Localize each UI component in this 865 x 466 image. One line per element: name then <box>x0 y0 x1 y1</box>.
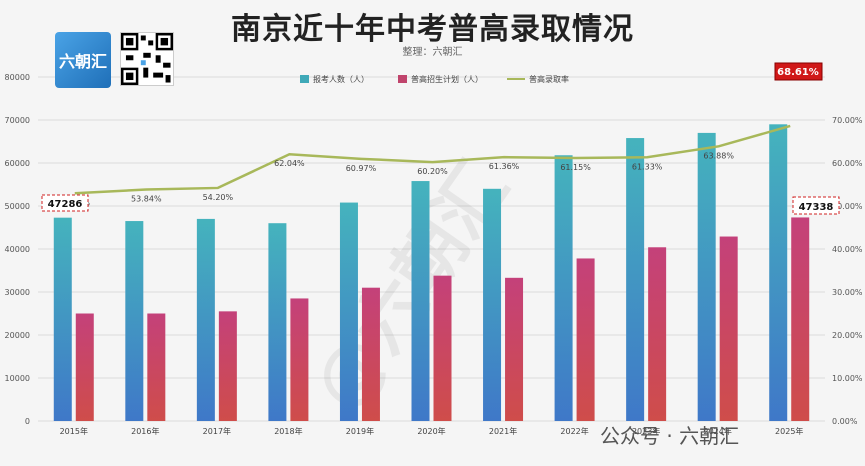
rate-data-label: 60.20% <box>417 167 448 176</box>
rate-data-label: 62.04% <box>274 159 305 168</box>
bar-enrollment-plan <box>433 275 452 421</box>
corner-watermark: 公众号 · 六朝汇 <box>600 424 740 448</box>
y-right-tick-label: 60.00% <box>832 159 863 168</box>
bar-applicants <box>626 138 645 421</box>
bar-enrollment-plan <box>361 287 380 421</box>
callout-box-first <box>41 194 89 212</box>
callout-box-rate <box>774 62 823 81</box>
x-tick-label: 2022年 <box>560 426 588 436</box>
bar-enrollment-plan <box>290 298 309 421</box>
x-tick-label: 2024年 <box>704 426 732 436</box>
rate-data-label: 60.97% <box>346 164 377 173</box>
y-left-tick-label: 20000 <box>5 331 30 340</box>
line-admission-rate <box>74 124 791 195</box>
rate-data-label: 53.84% <box>131 194 162 203</box>
legend-label: 普高招生计划（人） <box>411 74 483 84</box>
bar-applicants <box>196 218 215 421</box>
y-right-tick-label: 70.00% <box>832 116 863 125</box>
bar-enrollment-plan <box>719 236 738 421</box>
bar-applicants <box>483 188 502 421</box>
legend-label: 普高录取率 <box>529 74 569 84</box>
x-tick-label: 2021年 <box>489 426 517 436</box>
callout-first-applicants: 47286 <box>48 199 83 210</box>
y-left-tick-label: 60000 <box>5 159 30 168</box>
bar-enrollment-plan <box>505 277 524 421</box>
y-right-tick-label: 10.00% <box>832 374 863 383</box>
y-right-tick-label: 40.00% <box>832 245 863 254</box>
callout-last-plan: 47338 <box>799 202 834 213</box>
bar-applicants <box>339 202 358 421</box>
y-left-tick-label: 80000 <box>5 73 30 82</box>
y-right-tick-label: 50.00% <box>832 202 863 211</box>
y-right-tick-label: 30.00% <box>832 288 863 297</box>
qr-code <box>120 32 174 86</box>
x-tick-label: 2018年 <box>274 426 302 436</box>
x-tick-label: 2015年 <box>60 426 88 436</box>
y-left-tick-label: 0 <box>25 417 30 426</box>
legend-swatch <box>398 75 407 83</box>
rate-data-label: 61.15% <box>560 163 591 172</box>
chart-subtitle: 整理：六朝汇 <box>402 47 463 58</box>
callout-box-last <box>792 196 840 215</box>
bar-enrollment-plan <box>75 313 94 421</box>
bar-applicants <box>125 221 144 421</box>
chart-title: 南京近十年中考普高录取情况 <box>231 12 634 47</box>
x-tick-label: 2020年 <box>417 426 445 436</box>
callout-last-rate: 68.61% <box>777 67 819 78</box>
legend-swatch <box>300 75 309 83</box>
legend-label: 报考人数（人） <box>313 74 369 84</box>
bar-enrollment-plan <box>218 311 237 421</box>
x-tick-label: 2023年 <box>632 426 660 436</box>
bar-applicants <box>554 155 573 421</box>
x-tick-label: 2017年 <box>203 426 231 436</box>
qr-code-graphic <box>121 33 173 85</box>
rate-data-label: 61.36% <box>489 162 520 171</box>
bar-enrollment-plan <box>147 313 166 421</box>
rate-data-label: 54.20% <box>203 193 234 202</box>
bar-enrollment-plan <box>576 258 595 421</box>
brand-logo: 六朝汇 <box>55 32 111 88</box>
x-tick-label: 2025年 <box>775 426 803 436</box>
y-left-tick-label: 40000 <box>5 245 30 254</box>
rate-data-label: 61.33% <box>632 162 663 171</box>
x-tick-label: 2016年 <box>131 426 159 436</box>
rate-data-label: 63.88% <box>703 151 734 160</box>
y-right-tick-label: 20.00% <box>832 331 863 340</box>
y-left-tick-label: 70000 <box>5 116 30 125</box>
bar-enrollment-plan <box>648 247 667 421</box>
logo-text: 六朝汇 <box>58 52 107 71</box>
y-right-tick-label: 0.00% <box>832 417 858 426</box>
bar-applicants <box>53 217 72 421</box>
y-left-tick-label: 50000 <box>5 202 30 211</box>
y-left-tick-label: 30000 <box>5 288 30 297</box>
bar-applicants <box>268 223 287 421</box>
y-left-tick-label: 10000 <box>5 374 30 383</box>
x-tick-label: 2019年 <box>346 426 374 436</box>
bar-applicants <box>411 181 430 421</box>
bar-applicants <box>697 132 716 421</box>
bar-applicants <box>769 124 788 422</box>
bar-enrollment-plan <box>791 217 810 421</box>
